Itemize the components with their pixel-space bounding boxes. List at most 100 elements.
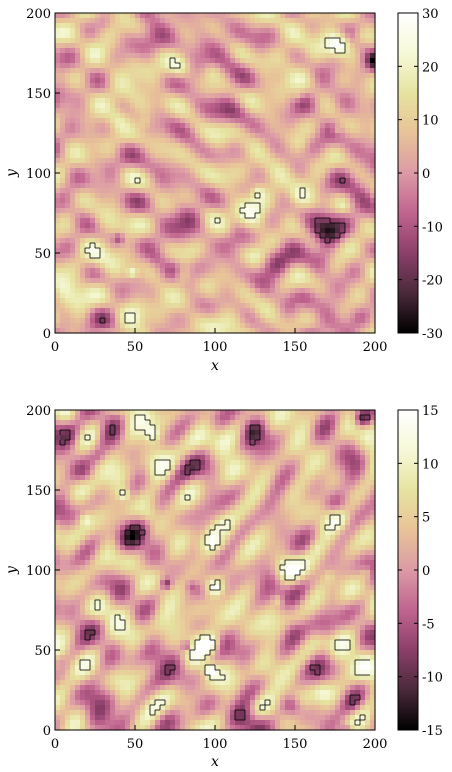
heatmap-cell (355, 163, 361, 169)
heatmap-cell (290, 253, 296, 259)
heatmap-cell (70, 283, 76, 289)
heatmap-cell (85, 28, 91, 34)
heatmap-cell (90, 465, 96, 471)
colorbar-tick-label: -10 (422, 220, 443, 235)
heatmap-cell (220, 163, 226, 169)
heatmap-cell (310, 63, 316, 69)
heatmap-cell (165, 415, 171, 421)
heatmap-cell (105, 278, 111, 284)
heatmap-cell (135, 248, 141, 254)
heatmap-cell (220, 183, 226, 189)
heatmap-cell (290, 455, 296, 461)
heatmap-cell (255, 78, 261, 84)
heatmap-cell (225, 273, 231, 279)
heatmap-cell (95, 223, 101, 229)
heatmap-cell (270, 283, 276, 289)
heatmap-cell (340, 410, 346, 416)
heatmap-cell (260, 13, 266, 19)
heatmap-cell (285, 425, 291, 431)
heatmap-cell (105, 138, 111, 144)
heatmap-cell (310, 93, 316, 99)
heatmap-cell (225, 318, 231, 324)
heatmap-cell (235, 465, 241, 471)
heatmap-cell (305, 143, 311, 149)
heatmap-cell (210, 268, 216, 274)
heatmap-cell (225, 118, 231, 124)
heatmap-cell (340, 83, 346, 89)
heatmap-cell (150, 118, 156, 124)
heatmap-cell (90, 13, 96, 19)
heatmap-cell (305, 415, 311, 421)
heatmap-cell (115, 323, 121, 329)
heatmap-cell (70, 53, 76, 59)
heatmap-cell (280, 68, 286, 74)
heatmap-cell (220, 53, 226, 59)
heatmap-cell (70, 328, 76, 334)
heatmap-cell (65, 203, 71, 209)
heatmap-cell (190, 268, 196, 274)
heatmap-cell (270, 83, 276, 89)
heatmap-cell (365, 303, 371, 309)
heatmap-cell (90, 228, 96, 234)
heatmap-cell (230, 178, 236, 184)
heatmap-cell (110, 108, 116, 114)
heatmap-cell (240, 28, 246, 34)
heatmap-cell (150, 18, 156, 24)
heatmap-cell (120, 410, 126, 416)
heatmap-cell (275, 293, 281, 299)
heatmap-cell (110, 178, 116, 184)
heatmap-cell (80, 58, 86, 64)
heatmap-cell (355, 68, 361, 74)
heatmap-cell (115, 123, 121, 129)
heatmap-cell (140, 33, 146, 39)
heatmap-cell (165, 243, 171, 249)
heatmap-cell (225, 198, 231, 204)
heatmap-cell (65, 143, 71, 149)
heatmap-cell (180, 455, 186, 461)
heatmap-cell (330, 420, 336, 426)
heatmap-cell (305, 148, 311, 154)
heatmap-cell (240, 73, 246, 79)
heatmap-cell (140, 258, 146, 264)
heatmap-cell (345, 13, 351, 19)
heatmap-cell (90, 148, 96, 154)
heatmap-cell (370, 318, 376, 324)
heatmap-cell (260, 78, 266, 84)
heatmap-cell (365, 43, 371, 49)
heatmap-cell (300, 248, 306, 254)
heatmap-cell (235, 128, 241, 134)
heatmap-cell (235, 313, 241, 319)
heatmap-cell (150, 48, 156, 54)
heatmap-cell (350, 48, 356, 54)
heatmap-cell (170, 455, 176, 461)
heatmap-cell (115, 148, 121, 154)
heatmap-cell (365, 203, 371, 209)
heatmap-cell (340, 455, 346, 461)
heatmap-cell (180, 288, 186, 294)
heatmap-cell (290, 328, 296, 334)
heatmap-cell (140, 138, 146, 144)
heatmap-cell (280, 58, 286, 64)
heatmap-cell (155, 53, 161, 59)
heatmap-cell (165, 430, 171, 436)
heatmap-cell (260, 138, 266, 144)
heatmap-cell (110, 298, 116, 304)
heatmap-cell (370, 43, 376, 49)
heatmap-cell (300, 18, 306, 24)
heatmap-cell (70, 455, 76, 461)
heatmap-cell (110, 88, 116, 94)
heatmap-cell (340, 223, 346, 229)
heatmap-cell (335, 123, 341, 129)
heatmap-cell (265, 63, 271, 69)
heatmap-cell (170, 98, 176, 104)
heatmap-cell (295, 238, 301, 244)
heatmap-cell (215, 238, 221, 244)
heatmap-cell (220, 288, 226, 294)
heatmap-cell (310, 248, 316, 254)
heatmap-cell (310, 430, 316, 436)
heatmap-cell (190, 53, 196, 59)
heatmap-cell (210, 415, 216, 421)
heatmap-cell (250, 445, 256, 451)
heatmap-cell (155, 153, 161, 159)
